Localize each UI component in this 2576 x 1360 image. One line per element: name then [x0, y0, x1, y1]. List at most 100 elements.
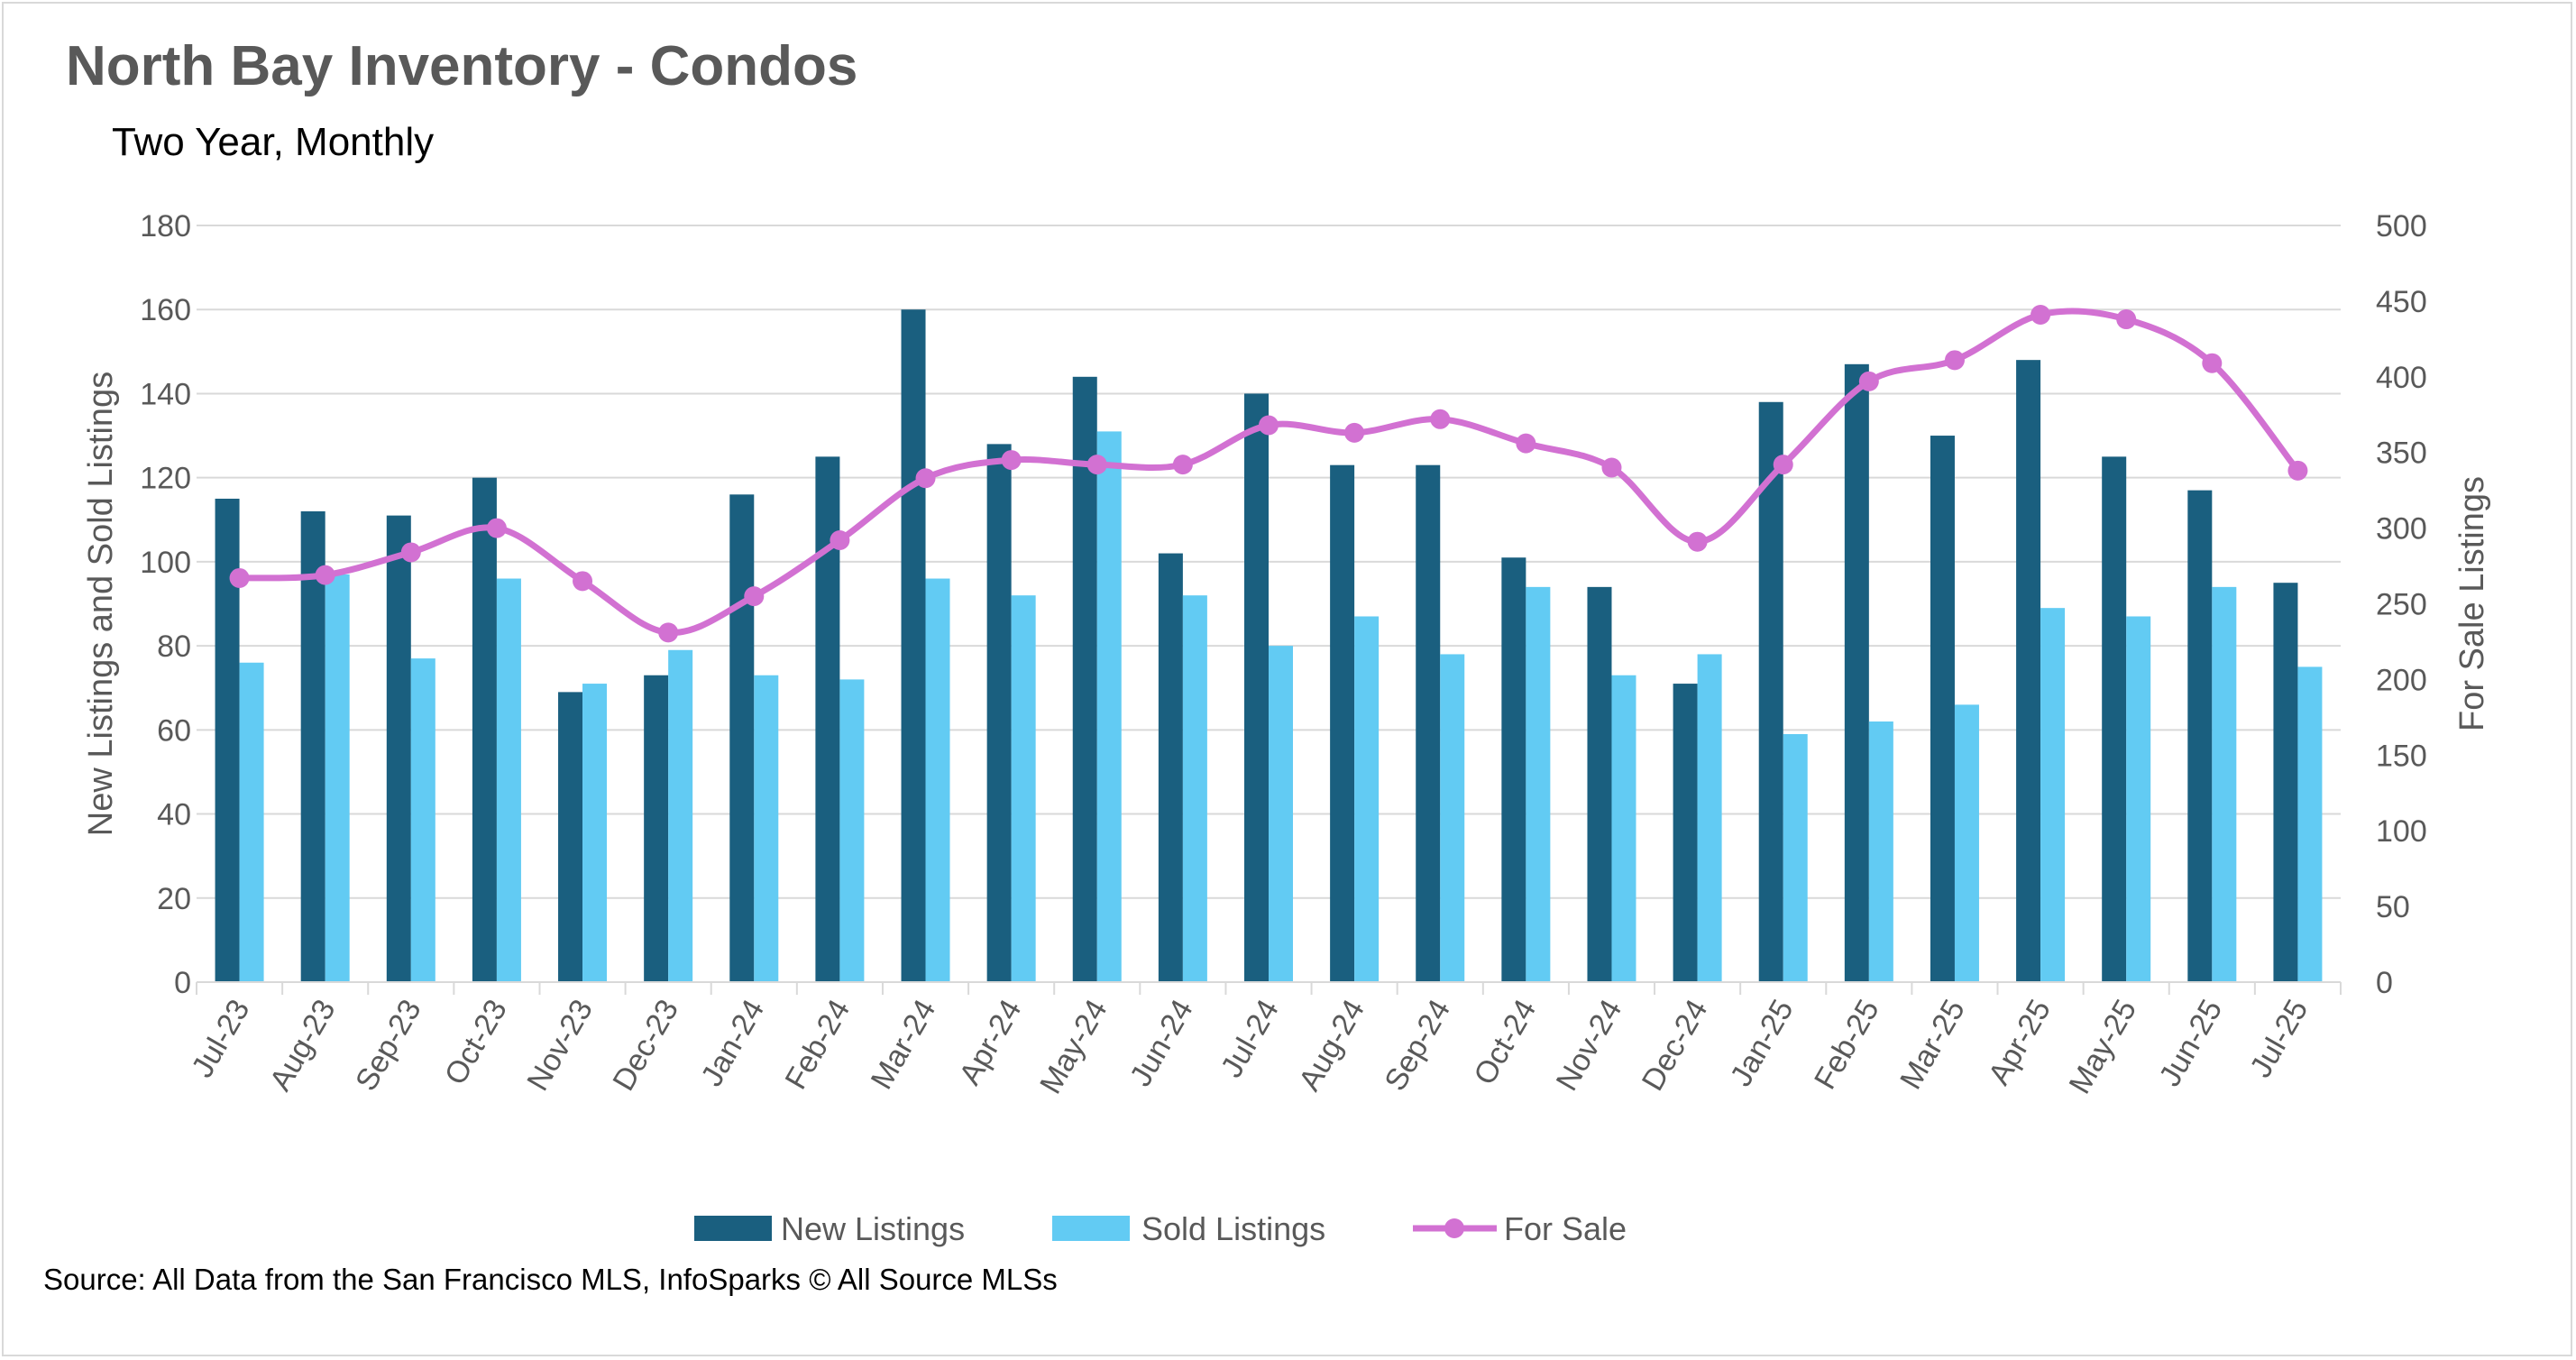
bar-new-listings [1758, 401, 1783, 982]
y2-tick-label: 100 [2376, 814, 2427, 849]
y2-tick-label: 400 [2376, 361, 2427, 395]
chart-title: North Bay Inventory - Condos [66, 35, 858, 97]
bar-new-listings [1501, 557, 1526, 982]
bar-new-listings [729, 494, 755, 982]
for-sale-point [1172, 455, 1193, 475]
bar-sold-listings [1868, 721, 1893, 982]
for-sale-point [1001, 450, 1022, 471]
x-tick-label: Mar-25 [1893, 994, 1972, 1095]
bars [215, 309, 2323, 983]
bar-new-listings [1930, 436, 1955, 982]
axes: 0 20 40 60 80 100 120 140 160 180 0 50 100 150 200 250 3… [82, 209, 2491, 1099]
bar-sold-listings [1269, 646, 1293, 982]
bar-new-listings [2016, 360, 2041, 983]
for-sale-point [744, 586, 765, 607]
bar-sold-listings [1954, 704, 1979, 982]
bar-sold-listings [2040, 608, 2066, 982]
bar-sold-listings [925, 578, 950, 982]
for-sale-point [1259, 415, 1279, 436]
bar-sold-listings [1783, 733, 1808, 982]
bar-sold-listings [239, 662, 264, 982]
bar-sold-listings [496, 578, 521, 982]
for-sale-point [2202, 353, 2223, 373]
bar-sold-listings [2297, 666, 2323, 982]
for-sale-point [1516, 433, 1536, 454]
legend-swatch-sold-listings [1052, 1216, 1130, 1241]
legend-swatch-new-listings [694, 1216, 772, 1241]
bar-sold-listings [1011, 595, 1036, 982]
y2-tick-label: 200 [2376, 663, 2427, 697]
legend-label-for-sale: For Sale [1504, 1210, 1627, 1247]
for-sale-point [1430, 409, 1451, 429]
x-tick-label: Oct-23 [438, 994, 514, 1090]
bar-new-listings [1330, 464, 1355, 982]
bar-sold-listings [1096, 431, 1122, 983]
x-tick-label: Oct-24 [1467, 994, 1543, 1090]
for-sale-point [915, 468, 936, 489]
bar-sold-listings [1440, 654, 1465, 982]
y-axis-title: New Listings and Sold Listings [82, 372, 120, 836]
y-tick-label: 20 [157, 882, 191, 916]
x-tick-label: Jul-24 [1215, 994, 1286, 1083]
x-tick-label: Nov-24 [1550, 994, 1629, 1097]
bar-sold-listings [668, 649, 693, 982]
bar-sold-listings [2212, 586, 2237, 982]
y2-tick-label: 450 [2376, 285, 2427, 319]
bar-new-listings [472, 477, 497, 982]
bar-sold-listings [1611, 675, 1636, 982]
x-tick-label: Aug-23 [263, 994, 343, 1097]
y-tick-label: 160 [140, 293, 191, 327]
bar-new-listings [901, 309, 926, 982]
source-note: Source: All Data from the San Francisco … [43, 1263, 1058, 1296]
y2-tick-label: 50 [2376, 890, 2410, 924]
legend-marker-for-sale [1444, 1218, 1464, 1238]
x-tick-label: Dec-24 [1636, 994, 1715, 1097]
bar-new-listings [1673, 684, 1698, 982]
x-tick-label: Sep-23 [349, 994, 428, 1097]
legend: New Listings Sold Listings For Sale [694, 1210, 1627, 1247]
x-tick-label: Feb-24 [779, 994, 857, 1095]
y-tick-label: 60 [157, 713, 191, 748]
bar-sold-listings [410, 658, 435, 982]
x-tick-label: Jun-24 [1123, 994, 1200, 1092]
for-sale-point [1086, 455, 1107, 475]
y2-tick-label: 150 [2376, 739, 2427, 773]
for-sale-point [1858, 371, 1879, 391]
x-tick-label: Jan-24 [694, 994, 771, 1092]
x-tick-label: Jun-25 [2152, 994, 2229, 1092]
for-sale-point [2287, 460, 2308, 481]
for-sale-line [229, 305, 2308, 643]
y-tick-label: 140 [140, 377, 191, 411]
y-tick-label: 40 [157, 798, 191, 832]
bar-new-listings [1844, 363, 1869, 983]
x-tick-label: Mar-24 [865, 994, 943, 1095]
for-sale-point [1773, 455, 1793, 475]
x-tick-label: Sep-24 [1378, 994, 1457, 1097]
legend-label-sold-listings: Sold Listings [1141, 1210, 1325, 1247]
x-tick-label: Dec-23 [606, 994, 685, 1097]
bar-new-listings [986, 444, 1012, 982]
for-sale-point [2031, 305, 2051, 326]
bar-new-listings [1416, 464, 1441, 982]
legend-label-new-listings: New Listings [781, 1210, 965, 1247]
bar-sold-listings [325, 574, 350, 982]
bar-new-listings [558, 692, 583, 982]
for-sale-point [315, 565, 335, 585]
bar-new-listings [2102, 456, 2127, 983]
bar-sold-listings [1182, 595, 1207, 982]
y-tick-label: 0 [174, 966, 191, 1000]
for-sale-point [1601, 457, 1622, 478]
bar-new-listings [1244, 393, 1269, 982]
bar-new-listings [300, 510, 325, 982]
for-sale-point [1687, 531, 1708, 552]
y-tick-label: 120 [140, 462, 191, 496]
bar-sold-listings [2126, 616, 2151, 982]
y2-tick-label: 350 [2376, 436, 2427, 471]
y2-tick-label: 300 [2376, 512, 2427, 547]
bar-sold-listings [1697, 654, 1722, 982]
bar-new-listings [1587, 586, 1612, 982]
for-sale-point [658, 622, 679, 643]
for-sale-point [2116, 309, 2137, 330]
chart-subtitle: Two Year, Monthly [112, 120, 435, 164]
x-tick-label: Jul-23 [185, 994, 256, 1083]
